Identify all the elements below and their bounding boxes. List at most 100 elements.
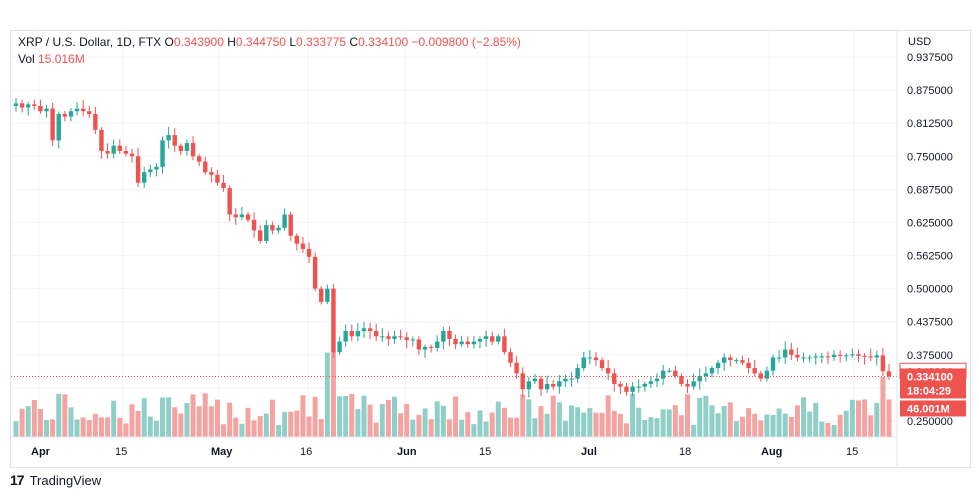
volume-badge-text: 46.001M bbox=[907, 403, 950, 415]
volume-bar bbox=[80, 417, 86, 437]
candle-body bbox=[373, 330, 379, 337]
candle-body bbox=[581, 357, 586, 369]
candle-body bbox=[386, 336, 391, 339]
time-tick-label: 16 bbox=[300, 446, 312, 458]
candle-body bbox=[648, 381, 654, 384]
volume-bar bbox=[862, 399, 868, 437]
candle-body bbox=[667, 370, 672, 372]
volume-bar bbox=[685, 394, 691, 437]
chart-svg[interactable]: USD 0.937500 0.875000 0.812500 0.750000 0.687… bbox=[11, 31, 970, 467]
tradingview-brand[interactable]: TradingView bbox=[29, 472, 102, 488]
volume-bar bbox=[507, 417, 513, 437]
volume-bar bbox=[92, 413, 98, 437]
candle-body bbox=[709, 368, 715, 374]
candle-body bbox=[801, 357, 806, 359]
candle-body bbox=[465, 341, 470, 345]
volume-bar bbox=[483, 421, 489, 437]
candle-body bbox=[227, 188, 232, 215]
volume-bar bbox=[617, 413, 623, 437]
candle-body bbox=[819, 356, 825, 358]
candle-body bbox=[361, 328, 367, 331]
candle-body bbox=[483, 336, 489, 339]
volume-bar bbox=[343, 395, 349, 437]
volume-bar bbox=[153, 420, 159, 437]
time-tick-label: May bbox=[211, 446, 233, 458]
candle-body bbox=[856, 354, 861, 356]
candle-body bbox=[630, 386, 635, 392]
candle-body bbox=[239, 214, 245, 218]
chart-frame[interactable]: USD 0.937500 0.875000 0.812500 0.750000 0.687… bbox=[10, 30, 971, 468]
candle-body bbox=[654, 378, 660, 382]
volume-bar bbox=[739, 416, 745, 437]
time-tick-label: Jun bbox=[397, 446, 417, 458]
candle-body bbox=[764, 370, 770, 379]
volume-bar bbox=[581, 412, 587, 437]
volume-bar bbox=[727, 402, 733, 437]
volume-bar bbox=[318, 419, 324, 437]
volume-bar bbox=[868, 415, 874, 437]
volume-bar bbox=[666, 409, 672, 437]
candle-body bbox=[642, 383, 648, 387]
candle-body bbox=[489, 336, 495, 342]
candle-body bbox=[166, 135, 171, 141]
volume-bar bbox=[569, 405, 575, 437]
candle-body bbox=[544, 383, 550, 390]
volume-bar bbox=[337, 396, 343, 437]
volume-bar bbox=[74, 419, 80, 437]
candle-body bbox=[557, 381, 562, 387]
volume-bar bbox=[239, 423, 245, 437]
candle-body bbox=[233, 214, 238, 218]
volume-bar bbox=[550, 395, 556, 437]
candle-body bbox=[612, 373, 617, 384]
low-label: L bbox=[289, 35, 297, 49]
volume-bar bbox=[245, 407, 251, 437]
volume-bar bbox=[477, 410, 483, 437]
volume-bar bbox=[117, 417, 123, 437]
symbol-label[interactable]: XRP / U.S. Dollar, 1D, FTX bbox=[18, 35, 162, 49]
time-tick-label: 15 bbox=[115, 446, 127, 458]
volume-bar bbox=[752, 413, 758, 437]
volume-bar bbox=[141, 398, 147, 437]
candle-body bbox=[172, 135, 177, 146]
candle-body bbox=[282, 214, 287, 228]
candle-body bbox=[441, 330, 446, 342]
candle-body bbox=[38, 105, 43, 112]
candle-body bbox=[587, 357, 593, 359]
close-value: 0.334100 bbox=[358, 35, 409, 49]
candle-body bbox=[752, 368, 757, 374]
volume-bar bbox=[770, 415, 776, 437]
candle-body bbox=[349, 330, 354, 337]
volume-bar bbox=[733, 421, 739, 437]
candle-body bbox=[593, 357, 599, 361]
candle-body bbox=[874, 355, 879, 358]
candle-body bbox=[844, 355, 849, 357]
candle-layer bbox=[13, 98, 892, 398]
open-value: 0.343900 bbox=[173, 35, 224, 49]
candle-body bbox=[288, 214, 293, 236]
volume-bar bbox=[642, 419, 648, 437]
tradingview-logo-icon[interactable]: 17 bbox=[10, 472, 25, 488]
volume-label[interactable]: Vol bbox=[18, 52, 35, 66]
candle-body bbox=[312, 256, 318, 289]
candle-body bbox=[447, 330, 452, 339]
volume-bar bbox=[776, 408, 782, 437]
volume-bar bbox=[13, 421, 19, 437]
volume-bar bbox=[257, 416, 263, 437]
footer: 17 TradingView bbox=[10, 472, 101, 488]
candle-body bbox=[459, 341, 464, 345]
candle-body bbox=[44, 108, 49, 112]
volume-bar bbox=[831, 424, 837, 437]
candle-body bbox=[703, 373, 709, 376]
candle-body bbox=[435, 341, 440, 348]
time-tick-label: 15 bbox=[479, 446, 491, 458]
candle-body bbox=[355, 330, 361, 337]
volume-bar bbox=[361, 395, 367, 437]
candle-body bbox=[300, 243, 306, 249]
candle-body bbox=[105, 150, 110, 154]
volume-bar bbox=[630, 393, 636, 437]
candle-body bbox=[477, 338, 483, 342]
volume-bar bbox=[807, 411, 813, 437]
candle-body bbox=[758, 373, 763, 379]
candle-body bbox=[123, 150, 129, 154]
candle-body bbox=[599, 360, 605, 369]
